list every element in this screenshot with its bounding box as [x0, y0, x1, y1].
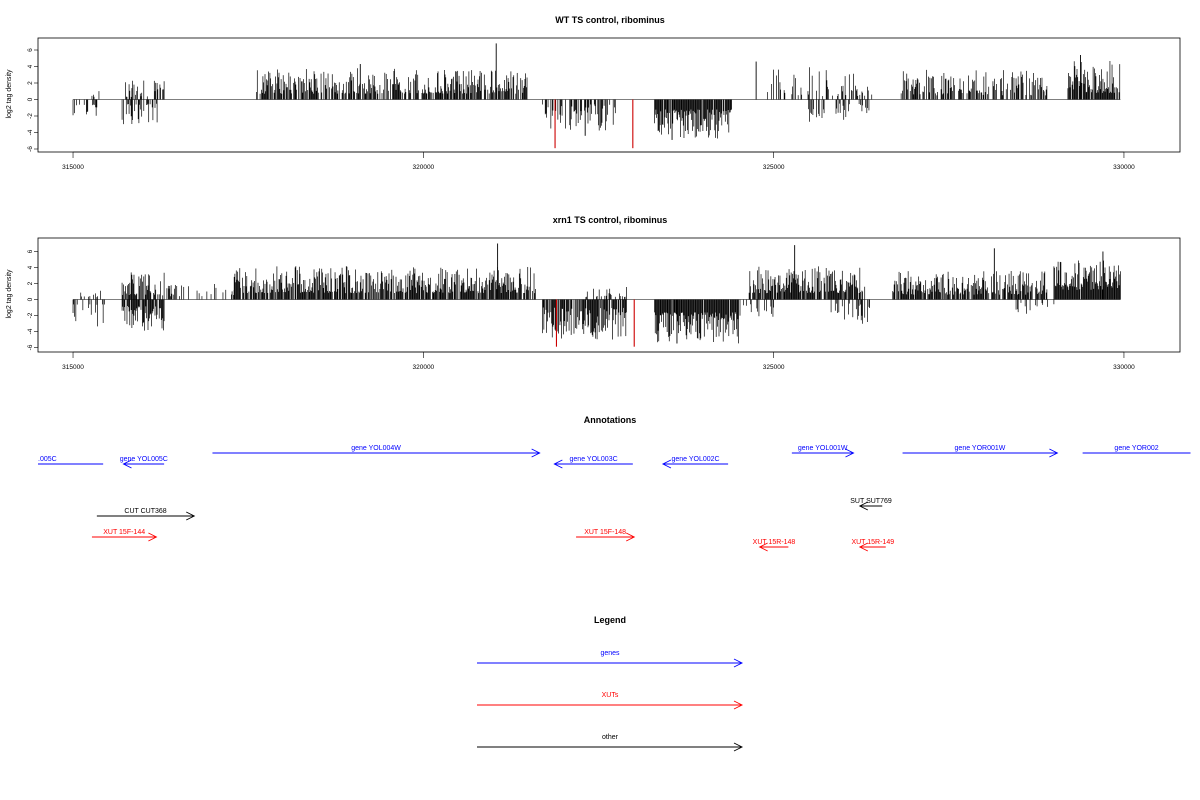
legend-items: genes XUTs other — [477, 650, 744, 752]
feature-gene: gene YOL004W — [212, 445, 541, 458]
y-tick-label: 4 — [27, 64, 34, 68]
legend-panel: Legend genes XUTs other — [477, 615, 744, 752]
arrowhead-left — [758, 542, 768, 552]
arrowhead-right — [626, 532, 636, 542]
arrowhead-left — [122, 459, 132, 469]
x-tick-label: 330000 — [1113, 164, 1135, 171]
xrn1-panel-title: xrn1 TS control, ribominus — [553, 215, 668, 225]
wt-y-axis-label: log2 tag density — [6, 69, 13, 119]
y-tick-label: 4 — [27, 265, 34, 269]
arrowhead-right — [733, 658, 744, 668]
feature-gene: gene YOR001W — [902, 445, 1059, 458]
feature-label: CUT CUT368 — [124, 508, 166, 515]
feature-xut: XUT 15F-144 — [91, 529, 158, 542]
xrn1-density-panel: xrn1 TS control, ribominus log2 tag dens… — [6, 215, 1181, 371]
x-tick-label: 320000 — [412, 364, 434, 371]
feature-xut: XUT 15R-149 — [851, 539, 894, 552]
wt-panel-title: WT TS control, ribominus — [555, 15, 665, 25]
legend-item-other: other — [477, 734, 744, 752]
feature-label: XUT 15F-148 — [584, 529, 626, 536]
feature-other: CUT CUT368 — [96, 508, 196, 521]
y-tick-label: 2 — [27, 281, 34, 285]
x-tick-label: 315000 — [62, 364, 84, 371]
arrowhead-right — [733, 742, 744, 752]
y-tick-label: -2 — [27, 113, 34, 119]
feature-label: XUT 15R-148 — [753, 539, 796, 546]
annotation-features: .005C gene YOL005C gene YOL004W gene YOL003… — [38, 445, 1191, 552]
wt-y-axis: -6 -4 -2 0 2 4 6 — [27, 48, 39, 152]
feature-gene: gene YOL003C — [553, 456, 633, 469]
feature-label: gene YOL005C — [120, 456, 168, 463]
feature-label: gene YOL001W — [798, 445, 848, 452]
wt-plot-frame — [37, 37, 1181, 153]
wt-bars — [72, 43, 1121, 149]
xrn1-y-axis-label: log2 tag density — [6, 269, 13, 319]
arrowhead-right — [845, 448, 855, 458]
y-tick-label: 2 — [27, 81, 34, 85]
y-tick-label: 0 — [27, 97, 34, 101]
xrn1-bars — [72, 243, 1121, 347]
feature-label: gene YOR001W — [955, 445, 1006, 452]
x-tick-label: 325000 — [763, 364, 785, 371]
y-tick-label: -6 — [27, 344, 34, 350]
feature-other: SUT SUT769 — [850, 498, 892, 511]
arrowhead-right — [733, 700, 744, 710]
y-tick-label: -4 — [27, 328, 34, 334]
feature-xut: XUT 15R-148 — [753, 539, 796, 552]
arrowhead-right — [186, 511, 196, 521]
arrowhead-left — [661, 459, 672, 469]
x-tick-label: 325000 — [763, 164, 785, 171]
y-tick-label: -4 — [27, 129, 34, 135]
legend-item-genes: genes — [477, 650, 744, 668]
y-tick-label: 0 — [27, 297, 34, 301]
legend-label: genes — [600, 650, 620, 657]
legend-title: Legend — [594, 615, 626, 625]
y-tick-label: -2 — [27, 312, 34, 318]
feature-gene: .005C — [38, 456, 104, 465]
y-tick-label: -6 — [27, 146, 34, 152]
feature-label: gene YOL003C — [570, 456, 618, 463]
annotations-title: Annotations — [584, 415, 637, 425]
feature-label: XUT 15R-149 — [851, 539, 894, 546]
feature-label: gene YOL002C — [671, 456, 719, 463]
legend-label: other — [602, 734, 619, 741]
wt-x-axis: 315000 320000 325000 330000 — [62, 151, 1135, 171]
arrowhead-left — [858, 542, 869, 552]
feature-xut: XUT 15F-148 — [576, 529, 636, 542]
x-tick-label: 330000 — [1113, 364, 1135, 371]
feature-label: gene YOR002 — [1114, 445, 1158, 452]
feature-gene: gene YOL005C — [120, 456, 168, 469]
feature-gene: gene YOL002C — [661, 456, 729, 469]
arrowhead-left — [553, 459, 563, 469]
y-tick-label: 6 — [27, 249, 34, 253]
x-tick-label: 320000 — [412, 164, 434, 171]
feature-gene: gene YOL001W — [791, 445, 855, 458]
arrowhead-right — [531, 448, 541, 458]
arrowhead-right — [148, 532, 158, 542]
wt-density-panel: WT TS control, ribominus log2 tag densit… — [6, 15, 1181, 171]
arrowhead-left — [858, 501, 869, 511]
feature-label: SUT SUT769 — [850, 498, 892, 505]
y-tick-label: 6 — [27, 48, 34, 52]
feature-label: gene YOL004W — [351, 445, 401, 452]
legend-item-xuts: XUTs — [477, 692, 744, 710]
annotations-panel: Annotations .005C gene YOL005C gene YOL004… — [38, 415, 1191, 552]
arrowhead-right — [1049, 448, 1059, 458]
feature-label: .005C — [38, 456, 57, 463]
xrn1-y-axis: -6 -4 -2 0 2 4 6 — [27, 249, 39, 350]
feature-gene: gene YOR002 — [1082, 445, 1191, 454]
feature-label: XUT 15F-144 — [103, 529, 145, 536]
xrn1-x-axis: 315000 320000 325000 330000 — [62, 351, 1135, 371]
legend-label: XUTs — [602, 692, 619, 699]
x-tick-label: 315000 — [62, 164, 84, 171]
